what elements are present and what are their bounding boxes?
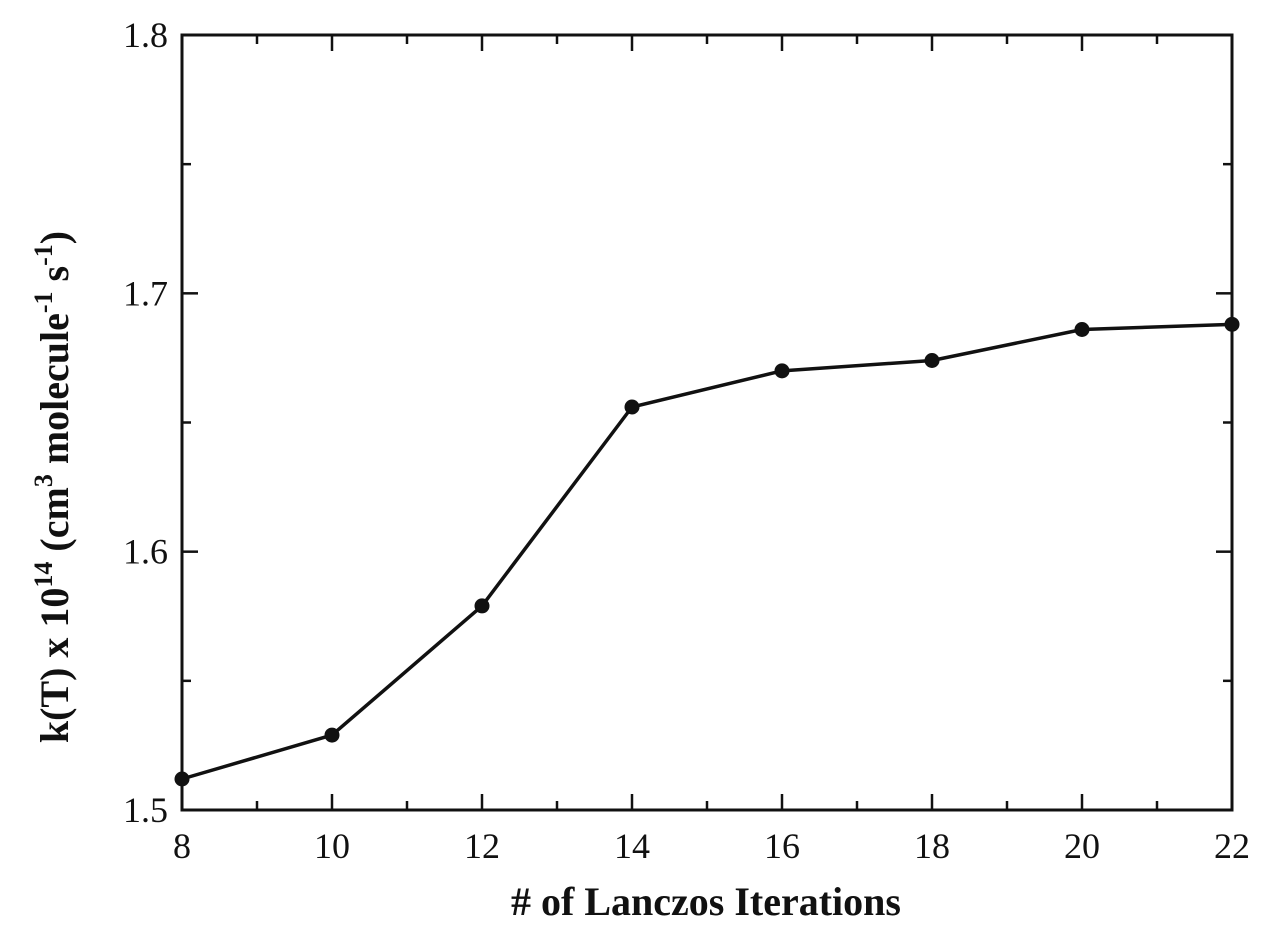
y-axis-label-part4: s [32, 266, 77, 292]
x-tick-labels: 8 10 12 14 16 18 20 22 [173, 826, 1250, 866]
y-tick-labels: 1.5 1.6 1.7 1.8 [123, 15, 168, 830]
x-tick-label: 22 [1214, 826, 1250, 866]
x-axis-label: # of Lanczos Iterations [511, 879, 901, 924]
series-line [181, 322, 1233, 781]
data-point [774, 363, 790, 379]
data-point [624, 399, 640, 415]
y-axis-label-exp1: 14 [29, 562, 58, 588]
x-tick-label: 14 [614, 826, 650, 866]
y-axis-label-part2: (cm [32, 487, 77, 561]
y-axis-label-part1: k(T) x 10 [32, 588, 77, 744]
y-tick-label: 1.5 [123, 790, 168, 830]
data-point [174, 771, 190, 787]
y-axis-label-part3: molecule [32, 313, 77, 474]
y-axis-label-exp4: -1 [29, 244, 58, 266]
y-tick-label: 1.6 [123, 532, 168, 572]
axes [180, 33, 1234, 812]
data-point [324, 727, 340, 743]
x-tick-label: 18 [914, 826, 950, 866]
data-point [1224, 316, 1240, 332]
x-tick-label: 12 [464, 826, 500, 866]
y-tick-label: 1.8 [123, 15, 168, 55]
y-axis-label-part5: ) [32, 231, 77, 244]
data-point [474, 598, 490, 614]
data-point [1074, 322, 1090, 337]
x-tick-label: 10 [314, 826, 350, 866]
x-tick-label: 8 [173, 826, 191, 866]
x-tick-label: 20 [1064, 826, 1100, 866]
series [174, 316, 1240, 787]
y-tick-label: 1.7 [123, 273, 168, 313]
y-axis-label-exp2: 3 [29, 474, 58, 487]
data-point [924, 353, 940, 368]
y-axis-label-exp3: -1 [29, 291, 58, 313]
ticks [180, 33, 1234, 812]
x-tick-label: 16 [764, 826, 800, 866]
y-axis-label: k(T) x 1014 (cm3 molecule-1 s-1) [29, 231, 77, 743]
plot-frame [180, 33, 1234, 812]
